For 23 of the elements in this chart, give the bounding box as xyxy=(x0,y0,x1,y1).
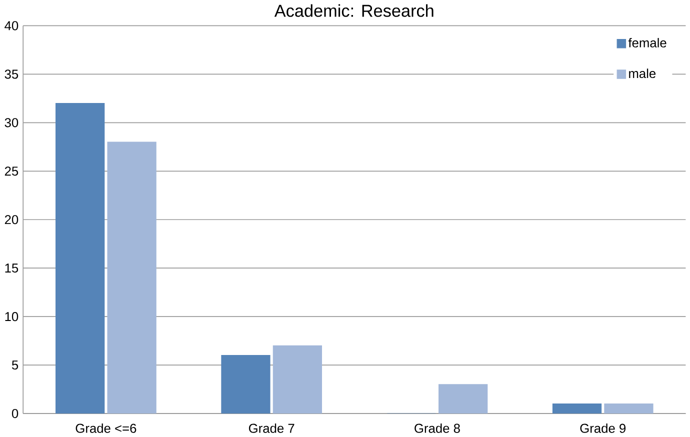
legend-label: male xyxy=(629,68,656,78)
bar xyxy=(107,142,156,414)
chart-title: Academic: Research xyxy=(274,4,434,17)
x-tick-label: Grade 7 xyxy=(248,423,294,433)
y-tick-label: 5 xyxy=(12,360,18,370)
y-tick-label: 35 xyxy=(4,70,18,79)
bar xyxy=(438,384,488,414)
y-tick-label: 20 xyxy=(4,214,18,224)
x-tick-label: Grade 8 xyxy=(414,423,460,433)
bar xyxy=(221,354,270,414)
y-tick-label: 40 xyxy=(4,21,18,30)
legend-label: female xyxy=(628,38,666,48)
y-tick-label: 10 xyxy=(5,312,18,322)
x-tick-label: Grade <=6 xyxy=(76,423,136,433)
y-tick-label: 25 xyxy=(4,166,18,176)
bar xyxy=(552,403,602,414)
bar xyxy=(56,102,105,414)
bar xyxy=(604,403,654,414)
bar xyxy=(272,345,322,414)
y-tick-label: 30 xyxy=(4,118,18,128)
y-tick-label: 0 xyxy=(12,408,18,418)
y-tick-label: 15 xyxy=(5,264,18,272)
x-tick-label: Grade 9 xyxy=(580,423,626,433)
